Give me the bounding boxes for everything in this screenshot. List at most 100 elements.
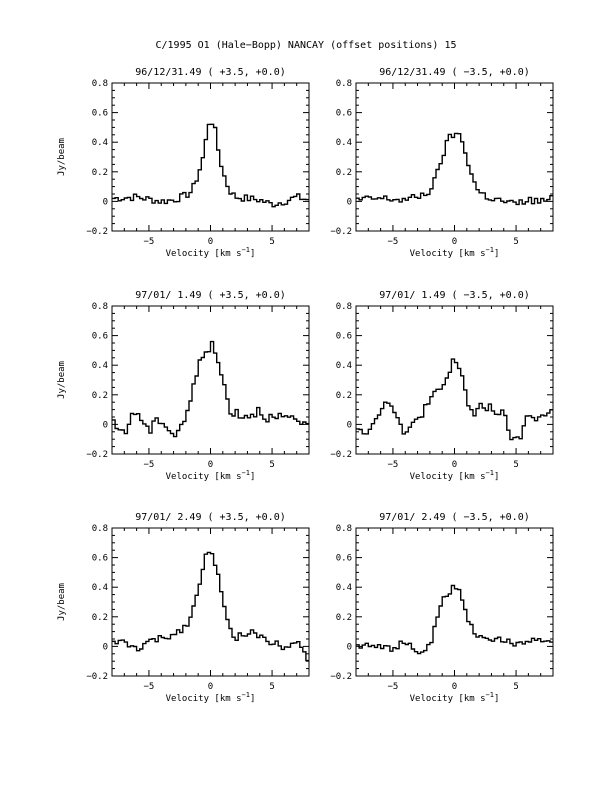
panel-4: 97/01/ 1.49 ( −3.5, +0.0) −0.2 0 0.2 0.4 0.6 0… <box>330 290 554 482</box>
panel-5: 97/01/ 2.49 ( +3.5, +0.0) −0.2 0 0.2 0.4 0.6 0… <box>57 512 310 704</box>
x-tick-label: −5 <box>144 682 155 692</box>
plot-frame <box>355 527 554 677</box>
x-axis-label-sup: −1 <box>486 469 494 477</box>
panel-3: 97/01/ 1.49 ( +3.5, +0.0) −0.2 0 0.2 0.4 0.6 0… <box>57 290 310 482</box>
y-tick-label: 0 <box>103 197 108 207</box>
x-axis-label-text: Velocity [km s <box>166 249 242 259</box>
x-axis-label-close: ] <box>494 249 499 259</box>
x-tick-label: 5 <box>269 237 274 247</box>
x-axis-label: Velocity [km s−1] <box>410 246 500 259</box>
x-tick-label: 0 <box>208 460 213 470</box>
x-axis-label: Velocity [km s−1] <box>166 469 256 482</box>
x-axis-label-sup: −1 <box>242 246 250 254</box>
spectrum-line <box>356 358 553 441</box>
y-tick-label: −0.2 <box>330 672 352 682</box>
spectrum-line <box>112 340 309 438</box>
y-tick-label: −0.2 <box>86 450 108 460</box>
x-tick-label: −5 <box>388 460 399 470</box>
panel-title: 96/12/31.49 ( +3.5, +0.0) <box>135 67 286 78</box>
x-axis-label: Velocity [km s−1] <box>410 469 500 482</box>
y-tick-label: 0.8 <box>92 524 108 534</box>
x-tick-label: 0 <box>452 682 457 692</box>
panel-title: 97/01/ 1.49 ( +3.5, +0.0) <box>135 290 286 301</box>
y-tick-label: 0 <box>347 420 352 430</box>
x-tick-label: 0 <box>452 460 457 470</box>
x-tick-label: −5 <box>388 237 399 247</box>
y-tick-label: 0.6 <box>92 109 108 119</box>
x-tick-label: 0 <box>452 237 457 247</box>
panel-6: 97/01/ 2.49 ( −3.5, +0.0) −0.2 0 0.2 0.4 0.6 0… <box>330 512 554 704</box>
panel-1: 96/12/31.49 ( +3.5, +0.0) −0.2 0 0.2 0.4 0.6 0… <box>57 67 310 259</box>
panel-title: 97/01/ 2.49 ( −3.5, +0.0) <box>379 512 530 523</box>
x-tick-label: 0 <box>208 237 213 247</box>
spectrum-line <box>112 123 309 208</box>
y-tick-label: 0.8 <box>336 79 352 89</box>
y-tick-label: 0.4 <box>92 361 108 371</box>
y-axis-label: Jy/beam <box>57 138 67 176</box>
y-tick-label: 0.2 <box>92 391 108 401</box>
spectrum-line <box>356 132 553 206</box>
y-tick-label: 0.2 <box>336 168 352 178</box>
x-axis-label-close: ] <box>250 694 255 704</box>
x-axis-label-text: Velocity [km s <box>410 472 486 482</box>
panel-title: 97/01/ 1.49 ( −3.5, +0.0) <box>379 290 530 301</box>
x-tick-label: 5 <box>269 682 274 692</box>
y-tick-label: 0.2 <box>336 613 352 623</box>
x-axis-label-close: ] <box>494 472 499 482</box>
plot-frame <box>111 305 310 455</box>
y-tick-label: 0.2 <box>92 168 108 178</box>
y-tick-label: 0.4 <box>92 138 108 148</box>
y-tick-label: 0.6 <box>336 109 352 119</box>
y-tick-label: 0.6 <box>336 554 352 564</box>
x-axis-label-text: Velocity [km s <box>166 694 242 704</box>
y-tick-label: 0.2 <box>336 391 352 401</box>
x-axis-label-sup: −1 <box>486 246 494 254</box>
plot-frame <box>355 82 554 232</box>
x-axis-label-sup: −1 <box>242 469 250 477</box>
figure-suptitle: C/1995 O1 (Hale−Bopp) NANCAY (offset pos… <box>155 40 456 51</box>
y-tick-label: 0.6 <box>92 332 108 342</box>
x-axis-label-sup: −1 <box>486 691 494 699</box>
y-tick-label: 0.4 <box>336 583 352 593</box>
x-axis-label-text: Velocity [km s <box>410 249 486 259</box>
plot-frame <box>111 82 310 232</box>
y-tick-label: 0.8 <box>336 524 352 534</box>
x-axis-label-close: ] <box>494 694 499 704</box>
panel-title: 97/01/ 2.49 ( +3.5, +0.0) <box>135 512 286 523</box>
x-axis-label: Velocity [km s−1] <box>166 691 256 704</box>
spectrum-line <box>112 551 309 662</box>
x-tick-label: −5 <box>388 682 399 692</box>
y-tick-label: −0.2 <box>330 450 352 460</box>
x-tick-label: 5 <box>513 237 518 247</box>
y-tick-label: 0.8 <box>92 79 108 89</box>
y-tick-label: 0 <box>347 642 352 652</box>
plot-frame <box>355 305 554 455</box>
y-tick-label: 0.4 <box>336 361 352 371</box>
y-tick-label: 0.6 <box>336 332 352 342</box>
y-tick-label: −0.2 <box>330 227 352 237</box>
panel-title: 96/12/31.49 ( −3.5, +0.0) <box>379 67 530 78</box>
x-axis-label: Velocity [km s−1] <box>166 246 256 259</box>
y-tick-label: 0 <box>347 197 352 207</box>
x-tick-label: −5 <box>144 460 155 470</box>
x-axis-label: Velocity [km s−1] <box>410 691 500 704</box>
y-axis-label: Jy/beam <box>57 361 67 399</box>
panels: 96/12/31.49 ( +3.5, +0.0) −0.2 0 0.2 0.4 0.6 0… <box>57 67 554 704</box>
y-tick-label: 0.2 <box>92 613 108 623</box>
y-tick-label: 0.8 <box>92 302 108 312</box>
x-tick-label: 0 <box>208 682 213 692</box>
y-axis-label: Jy/beam <box>57 583 67 621</box>
y-tick-label: −0.2 <box>86 227 108 237</box>
x-axis-label-close: ] <box>250 249 255 259</box>
plot-frame <box>111 527 310 677</box>
y-tick-label: 0.4 <box>336 138 352 148</box>
panel-2: 96/12/31.49 ( −3.5, +0.0) −0.2 0 0.2 0.4 0.6 0… <box>330 67 554 259</box>
y-tick-label: 0.6 <box>92 554 108 564</box>
x-tick-label: −5 <box>144 237 155 247</box>
y-tick-label: 0 <box>103 642 108 652</box>
x-axis-label-text: Velocity [km s <box>166 472 242 482</box>
x-tick-label: 5 <box>513 682 518 692</box>
y-tick-label: −0.2 <box>86 672 108 682</box>
y-tick-label: 0.4 <box>92 583 108 593</box>
